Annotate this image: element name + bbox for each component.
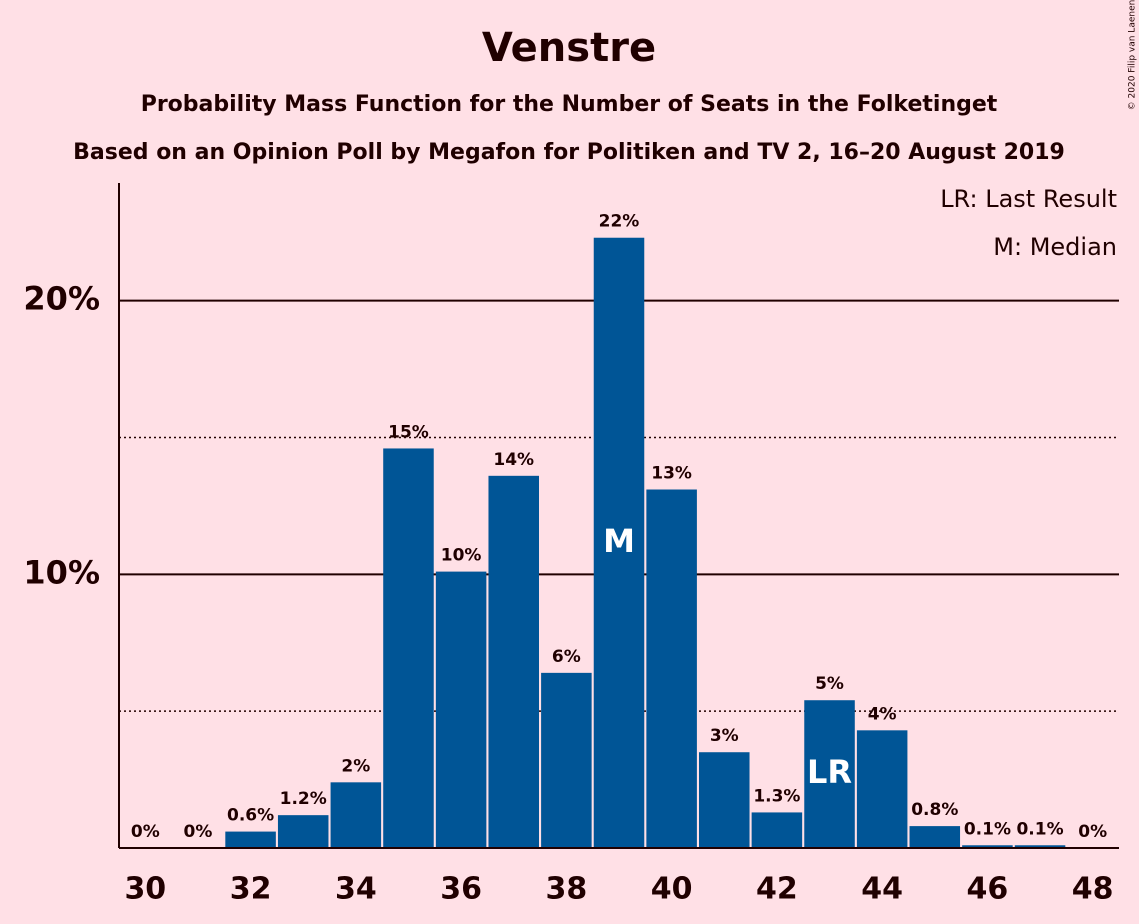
value-label: 1.3%	[753, 786, 800, 806]
annotation: LR	[807, 753, 852, 791]
value-label: 14%	[493, 450, 534, 470]
value-label: 1.2%	[280, 789, 327, 809]
legend-entry: M: Median	[993, 233, 1117, 261]
bar	[277, 815, 329, 848]
bar	[225, 831, 276, 848]
value-label: 10%	[441, 546, 482, 566]
y-tick-label: 10%	[23, 553, 100, 591]
value-label: 0.6%	[227, 806, 274, 826]
value-label: 0%	[131, 822, 160, 842]
bar	[751, 812, 803, 848]
x-tick-label: 48	[1072, 872, 1114, 907]
x-tick-label: 44	[861, 872, 903, 907]
x-tick-label: 34	[335, 872, 377, 907]
value-label: 0.8%	[911, 800, 958, 820]
y-tick-label: 20%	[23, 280, 100, 318]
bar	[856, 730, 908, 848]
value-label: 0.1%	[964, 819, 1011, 839]
value-label: 5%	[815, 674, 844, 694]
value-label: 0.1%	[1016, 819, 1063, 839]
chart-subtitle: Probability Mass Function for the Number…	[141, 92, 998, 117]
x-tick-label: 32	[230, 872, 272, 907]
bar	[435, 571, 487, 848]
x-tick-label: 36	[440, 872, 482, 907]
bar	[1014, 845, 1066, 848]
x-tick-label: 30	[124, 872, 166, 907]
value-label: 0%	[1078, 822, 1107, 842]
value-label: 4%	[868, 704, 897, 724]
value-label: 3%	[710, 726, 739, 746]
bar	[962, 845, 1013, 848]
value-label: 15%	[388, 422, 429, 442]
value-label: 2%	[341, 756, 370, 776]
bar	[541, 672, 592, 848]
x-tick-label: 38	[545, 872, 587, 907]
chart-subtitle: Based on an Opinion Poll by Megafon for …	[73, 140, 1065, 165]
bar	[330, 782, 382, 848]
copyright: © 2020 Filip van Laenen	[1128, 0, 1138, 110]
bar	[804, 700, 855, 848]
x-tick-label: 46	[967, 872, 1009, 907]
x-tick-label: 40	[651, 872, 693, 907]
value-label: 0%	[184, 822, 213, 842]
bar	[383, 448, 434, 848]
bar	[488, 475, 539, 848]
bar	[909, 826, 961, 848]
bar	[699, 752, 750, 848]
bar	[593, 237, 645, 848]
value-label: 13%	[651, 464, 692, 484]
value-label: 6%	[552, 647, 581, 667]
legend-entry: LR: Last Result	[940, 185, 1117, 213]
value-label: 22%	[599, 212, 640, 232]
chart-title: Venstre	[482, 25, 656, 71]
annotation: M	[603, 522, 635, 560]
bar	[646, 489, 697, 848]
x-tick-label: 42	[756, 872, 798, 907]
